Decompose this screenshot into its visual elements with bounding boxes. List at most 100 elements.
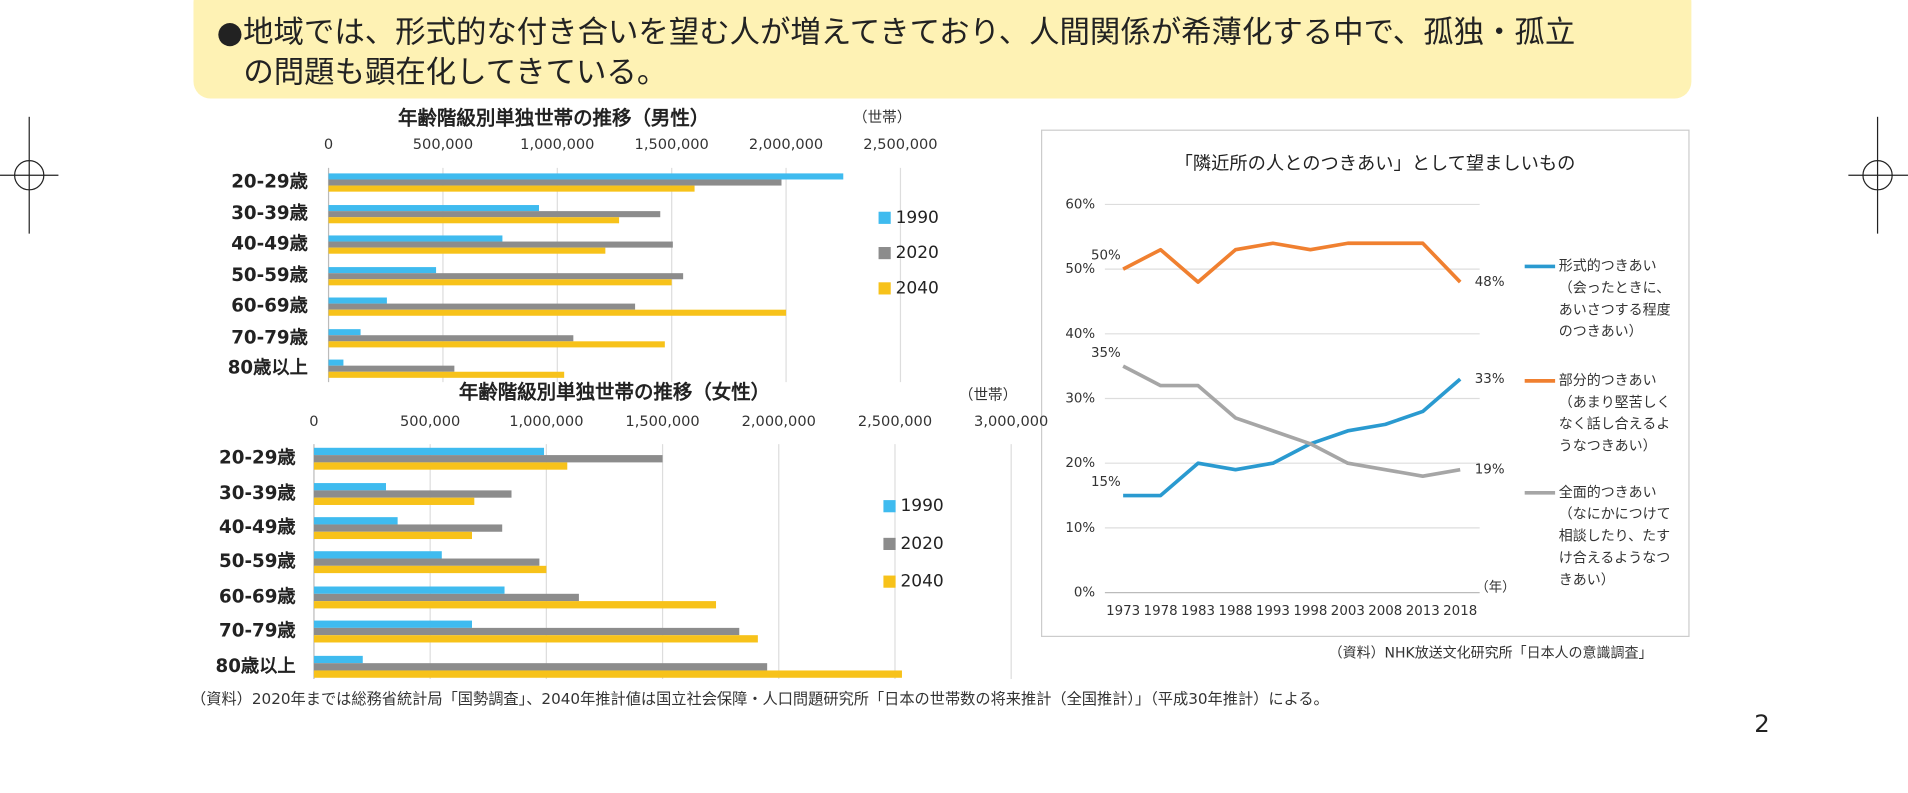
y-tick-label: 50% bbox=[1065, 262, 1095, 277]
x-tick-label: 1993 bbox=[1256, 604, 1290, 619]
banner-line: ●地域では、形式的な付き合いを望む人が増えてきており、人間関係が希薄化する中で、… bbox=[217, 16, 1576, 51]
y-tick-label: 30-39歳 bbox=[231, 203, 308, 224]
page-number: 2 bbox=[1754, 709, 1769, 738]
bar bbox=[313, 586, 505, 594]
chart-frame bbox=[1041, 129, 1690, 638]
source-note: （資料）NHK放送文化研究所「日本人の意識調査」 bbox=[1329, 644, 1653, 661]
bar bbox=[313, 455, 663, 463]
legend-note: あいさつする程度 bbox=[1559, 302, 1671, 318]
legend-swatch bbox=[878, 247, 891, 260]
x-tick-label: 500,000 bbox=[400, 413, 460, 430]
bar bbox=[313, 655, 363, 664]
bar bbox=[328, 205, 540, 212]
x-tick-label: 500,000 bbox=[413, 136, 473, 153]
bar bbox=[313, 531, 472, 540]
x-tick-label: 2013 bbox=[1406, 604, 1440, 619]
bar bbox=[328, 329, 361, 336]
legend-note: なく話し合えるよ bbox=[1559, 416, 1670, 433]
legend-swatch bbox=[878, 211, 891, 224]
bar bbox=[313, 670, 902, 678]
y-tick-label: 50-59歳 bbox=[219, 551, 296, 572]
data-label: 15% bbox=[1091, 475, 1121, 490]
legend-note: のつきあい） bbox=[1559, 324, 1643, 340]
legend-label: 全面的つきあい bbox=[1559, 484, 1657, 501]
axis-unit: （世帯） bbox=[959, 386, 1017, 403]
y-tick-label: 40-49歳 bbox=[219, 517, 296, 538]
x-tick-label: 2,500,000 bbox=[858, 413, 932, 430]
y-tick-label: 10% bbox=[1065, 521, 1095, 536]
data-label: 50% bbox=[1091, 249, 1121, 264]
x-tick-label: 2,000,000 bbox=[742, 413, 816, 430]
bar bbox=[313, 601, 717, 609]
bar bbox=[328, 267, 437, 274]
legend-swatch bbox=[878, 282, 891, 295]
y-tick-label: 20-29歳 bbox=[219, 448, 296, 469]
bar bbox=[313, 593, 579, 602]
legend-note: きあい） bbox=[1559, 572, 1615, 588]
bar bbox=[328, 211, 661, 218]
line bbox=[1123, 377, 1462, 498]
bar bbox=[313, 627, 740, 636]
chart-title: 年齢階級別単独世帯の推移（男性） bbox=[398, 107, 709, 130]
x-tick-label: 1,500,000 bbox=[625, 413, 699, 430]
legend-label: 部分的つきあい bbox=[1559, 373, 1657, 389]
y-tick-label: 70-79歳 bbox=[231, 327, 308, 348]
legend-swatch bbox=[883, 575, 896, 588]
banner bbox=[193, 0, 1692, 99]
legend-label: 1990 bbox=[896, 208, 939, 228]
legend-swatch bbox=[883, 500, 896, 513]
bar bbox=[313, 620, 472, 628]
x-tick-label: 0 bbox=[309, 413, 318, 430]
legend-note: （会ったときに、 bbox=[1559, 280, 1670, 296]
x-tick-label: 1988 bbox=[1218, 604, 1252, 619]
legend-note: け合えるようなつ bbox=[1559, 551, 1670, 567]
chart-title: 「隣近所の人とのつきあい」として望ましいもの bbox=[1175, 153, 1576, 174]
bar bbox=[328, 247, 606, 254]
bar bbox=[313, 462, 568, 470]
y-tick-label: 30-39歳 bbox=[219, 483, 296, 504]
data-label: 48% bbox=[1475, 275, 1505, 290]
x-tick-label: 1998 bbox=[1293, 604, 1327, 619]
legend-label: 1990 bbox=[900, 496, 943, 516]
x-tick-label: 1983 bbox=[1181, 604, 1215, 619]
y-tick-label: 20% bbox=[1065, 456, 1095, 471]
legend-label: 2040 bbox=[896, 278, 939, 298]
legend-note: うなつきあい） bbox=[1559, 439, 1657, 455]
y-tick-label: 50-59歳 bbox=[231, 265, 308, 286]
bar bbox=[313, 447, 545, 456]
bar bbox=[313, 551, 442, 559]
source-note: （資料）2020年までは総務省統計局「国勢調査」、2040年推計値は国立社会保障… bbox=[191, 690, 1329, 708]
x-tick-label: 2008 bbox=[1368, 604, 1402, 619]
line bbox=[1122, 364, 1461, 478]
x-tick-label: 2003 bbox=[1331, 604, 1365, 619]
data-label: 19% bbox=[1475, 463, 1505, 478]
bar bbox=[328, 303, 636, 310]
bar bbox=[328, 273, 684, 280]
y-tick-label: 0% bbox=[1074, 586, 1095, 601]
x-tick-label: 0 bbox=[324, 136, 333, 153]
bar bbox=[328, 371, 565, 378]
legend-label: 形式的つきあい bbox=[1559, 258, 1657, 274]
bar bbox=[328, 335, 574, 342]
y-tick-label: 40% bbox=[1065, 327, 1095, 342]
x-tick-label: 2018 bbox=[1443, 604, 1477, 619]
y-tick-label: 40-49歳 bbox=[231, 234, 308, 255]
y-tick-label: 30% bbox=[1065, 392, 1095, 407]
y-tick-label: 20-29歳 bbox=[231, 172, 308, 193]
x-tick-label: 2,500,000 bbox=[863, 136, 937, 153]
legend-label: 2020 bbox=[896, 243, 939, 263]
x-tick-label: 1,000,000 bbox=[520, 136, 594, 153]
bar bbox=[313, 483, 387, 491]
x-tick-label: 2,000,000 bbox=[749, 136, 823, 153]
legend-note: 相談したり、たす bbox=[1559, 529, 1670, 545]
bar bbox=[328, 217, 620, 224]
legend-label: 2040 bbox=[900, 572, 943, 592]
y-tick-label: 70-79歳 bbox=[219, 621, 296, 642]
y-tick-label: 80歳以上 bbox=[216, 656, 296, 677]
bar bbox=[313, 558, 540, 566]
x-tick-label: 3,000,000 bbox=[974, 413, 1048, 430]
y-tick-label: 60-69歳 bbox=[219, 586, 296, 607]
bar bbox=[328, 173, 844, 180]
bar bbox=[313, 517, 398, 525]
